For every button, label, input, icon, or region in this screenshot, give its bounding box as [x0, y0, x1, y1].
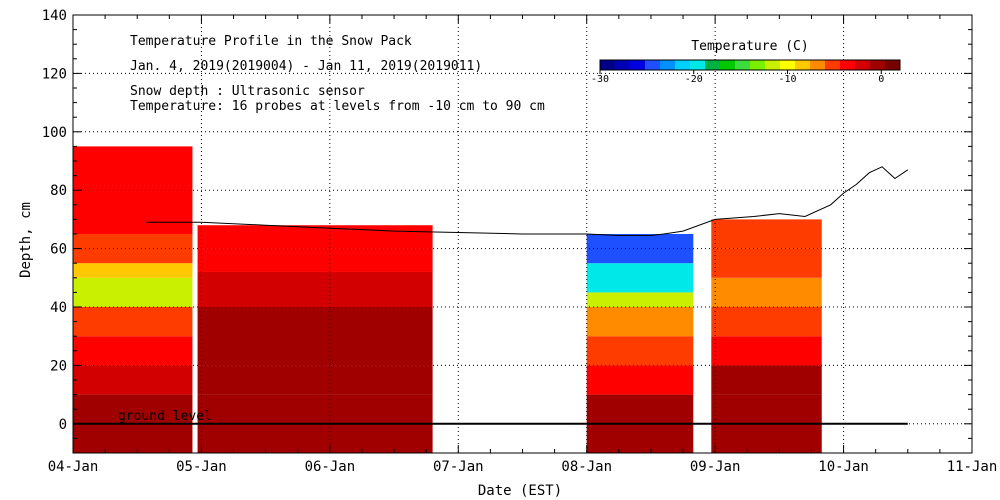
heat-cell-seg2-zone6	[586, 263, 694, 293]
x-tick-label: 09-Jan	[690, 459, 741, 475]
heat-cell-seg3-zone7	[711, 219, 822, 249]
heat-cell-seg0-zone6	[73, 263, 193, 278]
colorbar-tick-label: 0	[878, 74, 884, 85]
snow-depth-note: Snow depth : Ultrasonic sensor	[130, 84, 365, 99]
heat-cell-seg0-zone1	[73, 394, 193, 424]
colorbar-swatch	[600, 60, 616, 70]
heat-cell-seg0-zone5	[73, 277, 193, 307]
x-tick-label: 10-Jan	[818, 459, 869, 475]
x-tick-label: 11-Jan	[947, 459, 998, 475]
heat-cell-seg1-zone5	[197, 248, 433, 272]
colorbar-swatch	[780, 60, 796, 70]
heat-cell-seg1-zone0	[197, 423, 433, 453]
colorbar-swatch	[825, 60, 841, 70]
heat-cell-seg2-zone0	[586, 423, 694, 453]
y-tick-label: 100	[42, 125, 67, 141]
colorbar-swatch	[795, 60, 811, 70]
colorbar-frame	[599, 59, 901, 71]
heat-cell-seg0-zone4	[73, 307, 193, 337]
colorbar-swatch	[660, 60, 676, 70]
heat-cell-seg0-zone0	[73, 423, 193, 453]
heat-cell-seg2-zone3	[586, 336, 694, 366]
heat-cell-seg3-zone1	[711, 394, 822, 424]
heat-cell-seg3-zone0	[711, 423, 822, 453]
y-tick-label: 0	[59, 417, 67, 433]
heat-cell-seg2-zone4	[586, 307, 694, 337]
colorbar-legend: Temperature (C) -30 -20 -10 0	[591, 39, 901, 85]
colorbar-tick-label: -20	[685, 74, 703, 85]
snow-depth-line	[146, 166, 909, 236]
heat-cell-seg2-zone2	[586, 365, 694, 395]
heat-cell-seg0-zone2	[73, 365, 193, 395]
heat-cell-seg3-zone6	[711, 248, 822, 278]
colorbar-swatch	[840, 60, 856, 70]
y-tick-label: 60	[50, 242, 67, 258]
heat-cell-seg3-zone3	[711, 336, 822, 366]
colorbar-swatch	[870, 60, 886, 70]
x-tick-label: 04-Jan	[48, 459, 99, 475]
heat-cell-seg0-zone8	[73, 146, 193, 234]
colorbar-swatch	[690, 60, 706, 70]
colorbar-swatch	[675, 60, 691, 70]
y-tick-label: 20	[50, 358, 67, 374]
x-tick-label: 08-Jan	[561, 459, 612, 475]
y-tick-label: 120	[42, 66, 67, 82]
y-axis-title: Depth, cm	[18, 202, 34, 278]
heat-cell-seg0-zone3	[73, 336, 193, 366]
heat-cell-seg1-zone4	[197, 271, 433, 307]
heat-cell-seg2-zone5	[586, 292, 694, 307]
x-tick-label: 06-Jan	[305, 459, 356, 475]
temperature-note: Temperature: 16 probes at levels from -1…	[130, 99, 545, 114]
colorbar-swatch	[750, 60, 766, 70]
colorbar-swatch	[885, 60, 901, 70]
colorbar-swatch	[615, 60, 631, 70]
colorbar-swatch	[720, 60, 736, 70]
x-tick-label: 05-Jan	[176, 459, 227, 475]
heat-cell-seg2-zone1	[586, 394, 694, 424]
chart-subtitle-dates: Jan. 4, 2019(2019004) - Jan 11, 2019(201…	[130, 59, 482, 74]
colorbar-swatch	[765, 60, 781, 70]
snow-depth-series	[146, 166, 909, 236]
colorbar-swatch	[735, 60, 751, 70]
heat-cell-seg3-zone5	[711, 277, 822, 307]
heat-cell-seg0-zone7	[73, 234, 193, 264]
colorbar-tick-label: -10	[778, 74, 796, 85]
heat-cell-seg1-zone3	[197, 307, 433, 366]
y-tick-label: 80	[50, 183, 67, 199]
axes: 04-Jan 05-Jan 06-Jan 07-Jan 08-Jan 09-Jan 10-J…	[42, 8, 998, 475]
colorbar-swatch	[705, 60, 721, 70]
temperature-heatmap	[73, 146, 822, 453]
chart-title: Temperature Profile in the Snow Pack	[130, 34, 412, 49]
colorbar-swatch	[855, 60, 871, 70]
heat-cell-seg1-zone6	[197, 225, 433, 249]
heat-cell-seg3-zone2	[711, 365, 822, 395]
colorbar-title: Temperature (C)	[691, 39, 808, 54]
heat-cell-seg3-zone4	[711, 307, 822, 337]
y-tick-label: 40	[50, 300, 67, 316]
colorbar-tick-label: -30	[591, 74, 609, 85]
x-tick-label: 07-Jan	[433, 459, 484, 475]
heat-cell-seg2-zone7	[586, 234, 694, 264]
heat-cell-seg1-zone1	[197, 394, 433, 424]
y-tick-label: 140	[42, 8, 67, 24]
ground-level-label: ground level	[118, 409, 212, 424]
colorbar-swatch	[630, 60, 646, 70]
colorbar-swatch	[810, 60, 826, 70]
x-axis-title: Date (EST)	[478, 483, 562, 499]
heat-cell-seg1-zone2	[197, 365, 433, 395]
colorbar-swatch	[645, 60, 661, 70]
